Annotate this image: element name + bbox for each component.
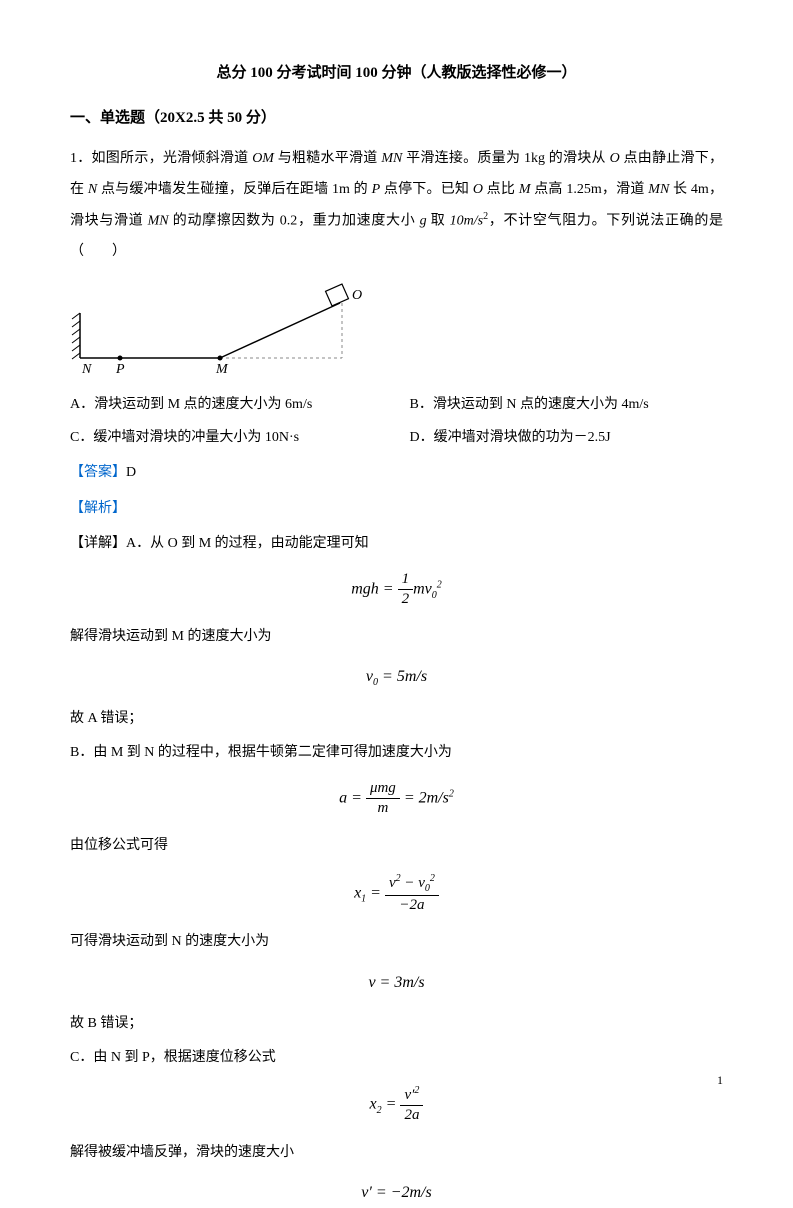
page-number: 1 xyxy=(717,1070,723,1092)
q-t6: 点停下。已知 xyxy=(380,182,473,197)
partB-mid: 由位移公式可得 xyxy=(70,833,723,858)
q-num: 1． xyxy=(70,151,92,166)
partC-result: 解得被缓冲墙反弹，滑块的速度大小 xyxy=(70,1140,723,1165)
q-t7: 点比 xyxy=(483,182,519,197)
detail-A-intro: 【详解】A．从 O 到 M 的过程，由动能定理可知 xyxy=(70,531,723,556)
options-row2: C．缓冲墙对滑块的冲量大小为 10N·s D．缓冲墙对滑块做的功为－2.5J xyxy=(70,425,723,450)
q-t11: 取 xyxy=(427,213,450,228)
q-p: P xyxy=(372,182,381,197)
q-t2: 与粗糙水平滑道 xyxy=(274,151,381,166)
option-B: B．滑块运动到 N 点的速度大小为 4m/s xyxy=(410,392,723,417)
analysis-label: 【解析】 xyxy=(70,496,723,521)
answer-label: 【答案】 xyxy=(70,465,126,480)
option-D: D．缓冲墙对滑块做的功为－2.5J xyxy=(410,425,723,450)
partB-conclusion: 故 B 错误； xyxy=(70,1011,723,1036)
q-o2: O xyxy=(473,182,483,197)
exam-title: 总分 100 分考试时间 100 分钟（人教版选择性必修一） xyxy=(70,60,723,87)
detail-label: 【详解】 xyxy=(70,536,126,551)
formula-6: x2 = v′22a xyxy=(70,1084,723,1126)
label-M: M xyxy=(215,362,229,373)
formula-2: v0 = 5m/s xyxy=(70,663,723,692)
label-P: P xyxy=(115,362,125,373)
q-mn2: MN xyxy=(648,182,669,197)
physics-diagram: N P M O xyxy=(70,283,723,382)
q-t8: 点高 1.25m，滑道 xyxy=(530,182,648,197)
options-row1: A．滑块运动到 M 点的速度大小为 6m/s B．滑块运动到 N 点的速度大小为… xyxy=(70,392,723,417)
formula-4: x1 = v2 − v02−2a xyxy=(70,872,723,916)
partB-intro: B．由 M 到 N 的过程中，根据牛顿第二定律可得加速度大小为 xyxy=(70,740,723,765)
q-o: O xyxy=(610,151,620,166)
option-C: C．缓冲墙对滑块的冲量大小为 10N·s xyxy=(70,425,410,450)
formula-7: v′ = −2m/s xyxy=(70,1179,723,1208)
answer-value: D xyxy=(126,465,136,480)
q-t1: 如图所示，光滑倾斜滑道 xyxy=(92,151,253,166)
formula-1: mgh = 12mv02 xyxy=(70,570,723,610)
q-g: g xyxy=(420,213,427,228)
option-A: A．滑块运动到 M 点的速度大小为 6m/s xyxy=(70,392,410,417)
q-gval: 10m/s xyxy=(450,213,483,228)
partA-intro: A．从 O 到 M 的过程，由动能定理可知 xyxy=(126,536,369,551)
q-t10: 的动摩擦因数为 0.2，重力加速度大小 xyxy=(169,213,420,228)
q-mn: MN xyxy=(381,151,402,166)
question-1: 1．如图所示，光滑倾斜滑道 OM 与粗糙水平滑道 MN 平滑连接。质量为 1kg… xyxy=(70,144,723,268)
partC-intro: C．由 N 到 P，根据速度位移公式 xyxy=(70,1045,723,1070)
partA-conclusion: 故 A 错误； xyxy=(70,706,723,731)
q-om: OM xyxy=(252,151,274,166)
section-header: 一、单选题（20X2.5 共 50 分） xyxy=(70,105,723,132)
q-t3: 平滑连接。质量为 1kg 的滑块从 xyxy=(402,151,609,166)
partB-result: 可得滑块运动到 N 的速度大小为 xyxy=(70,929,723,954)
formula-5: v = 3m/s xyxy=(70,969,723,998)
answer-line: 【答案】D xyxy=(70,460,723,485)
label-N: N xyxy=(81,362,92,373)
formula-3: a = μmgm = 2m/s2 xyxy=(70,779,723,819)
q-mn3: MN xyxy=(148,213,169,228)
partA-result: 解得滑块运动到 M 的速度大小为 xyxy=(70,624,723,649)
label-O: O xyxy=(352,288,362,303)
q-m: M xyxy=(519,182,531,197)
q-t5: 点与缓冲墙发生碰撞，反弹后在距墙 1m 的 xyxy=(97,182,371,197)
q-n: N xyxy=(88,182,97,197)
